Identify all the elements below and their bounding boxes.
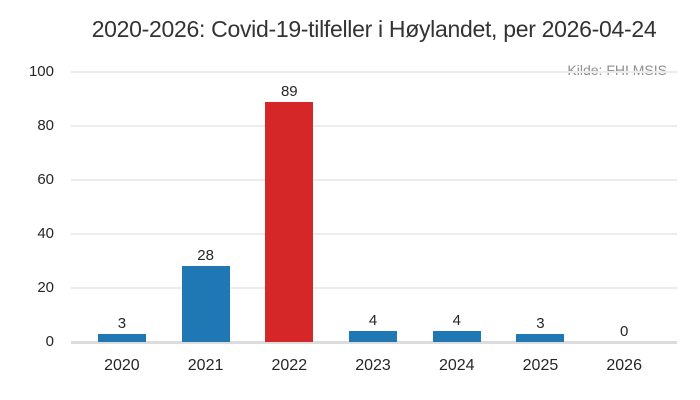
y-tick-label: 60	[37, 171, 54, 188]
bar-2024	[432, 331, 481, 342]
x-tick-label: 2025	[522, 357, 559, 374]
y-tick-label: 20	[37, 279, 54, 296]
x-tick-label: 2021	[187, 357, 224, 374]
gridline-80	[71, 125, 677, 127]
x-tick-label: 2020	[104, 357, 140, 374]
bar-value-label: 4	[368, 312, 378, 330]
bar-group-2023: 4	[331, 72, 415, 342]
plot-area: 3 28 89 4 4 3	[71, 71, 677, 344]
bar-value-label: 3	[536, 314, 545, 332]
bar-2021	[181, 266, 230, 342]
bar-2022	[265, 101, 314, 342]
y-tick-label: 80	[37, 117, 54, 134]
x-tick-label: 2022	[271, 357, 308, 374]
x-axis: 2020 2021 2022 2023 2024 2025 2026	[80, 356, 666, 376]
x-axis-line	[71, 341, 677, 344]
bar-group-2024: 4	[415, 72, 499, 342]
y-tick-label: 40	[37, 225, 54, 242]
x-tick-label: 2024	[438, 357, 475, 374]
x-tick-label: 2026	[606, 357, 642, 374]
bar-2023	[349, 331, 398, 342]
source-note: Kilde: FHI MSIS	[567, 62, 667, 78]
bar-group-2021: 28	[164, 72, 248, 342]
bar-2020	[97, 333, 146, 342]
bar-value-label: 89	[280, 82, 298, 100]
chart-title: 2020-2026: Covid-19-tilfeller i Høylande…	[91, 16, 657, 42]
gridline-20	[71, 287, 677, 289]
bars-container: 3 28 89 4 4 3	[80, 72, 666, 342]
y-tick-label: 0	[45, 333, 54, 350]
bar-group-2022: 89	[247, 72, 331, 342]
gridline-100	[71, 71, 677, 73]
bar-value-label: 0	[620, 323, 629, 340]
bar-value-label: 28	[197, 247, 214, 265]
bar-group-2020: 3	[80, 72, 164, 342]
bar-group-2025: 3	[499, 72, 583, 342]
bar-value-label: 4	[452, 312, 461, 330]
y-tick-label: 100	[28, 63, 54, 80]
x-tick-label: 2023	[355, 357, 391, 374]
bar-2025	[516, 333, 565, 342]
gridline-60	[71, 179, 677, 181]
bar-value-label: 3	[117, 314, 127, 332]
y-axis: 100 80 60 40 20 0	[0, 63, 54, 350]
gridline-40	[71, 233, 677, 235]
bar-group-2026: 0	[582, 72, 666, 342]
